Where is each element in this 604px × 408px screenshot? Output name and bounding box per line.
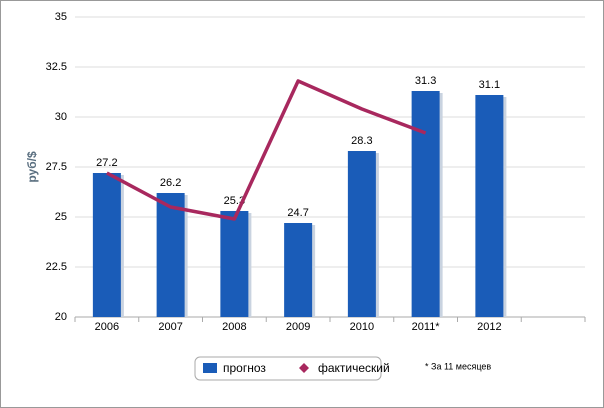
x-tick-label: 2009 xyxy=(286,321,310,333)
data-label: 24.7 xyxy=(287,207,308,219)
y-tick-label: 35 xyxy=(55,11,67,23)
x-tick-label: 2008 xyxy=(222,321,246,333)
bar xyxy=(92,173,121,317)
data-label: 31.1 xyxy=(479,79,500,91)
legend-box xyxy=(194,356,382,381)
bar xyxy=(156,193,185,317)
data-label: 28.3 xyxy=(351,135,372,147)
x-tick-label: 2011* xyxy=(412,321,441,333)
y-tick-label: 20 xyxy=(55,311,67,323)
bar xyxy=(220,211,249,317)
x-tick-label: 2007 xyxy=(158,321,182,333)
y-tick-label: 30 xyxy=(55,111,67,123)
legend-marker xyxy=(203,363,217,373)
line xyxy=(106,79,427,221)
y-axis-label: руб/$ xyxy=(25,151,39,183)
bar xyxy=(475,95,504,317)
legend-label: фактический xyxy=(318,361,390,375)
data-label: 31.3 xyxy=(415,75,436,87)
legend-label: прогноз xyxy=(223,361,266,375)
legend-marker xyxy=(299,363,309,373)
data-label: 27.2 xyxy=(96,157,117,169)
y-tick-label: 32.5 xyxy=(46,61,67,73)
x-tick-label: 2010 xyxy=(350,321,374,333)
data-label: 26.2 xyxy=(160,177,181,189)
bar xyxy=(347,151,376,317)
bar xyxy=(411,91,440,317)
y-tick-label: 27.5 xyxy=(46,161,67,173)
y-tick-label: 25 xyxy=(55,211,67,223)
x-tick-label: 2006 xyxy=(95,321,119,333)
y-tick-label: 22.5 xyxy=(46,261,67,273)
bar xyxy=(284,223,313,317)
note: * За 11 месяцев xyxy=(425,361,491,371)
x-tick-label: 2012 xyxy=(477,321,501,333)
